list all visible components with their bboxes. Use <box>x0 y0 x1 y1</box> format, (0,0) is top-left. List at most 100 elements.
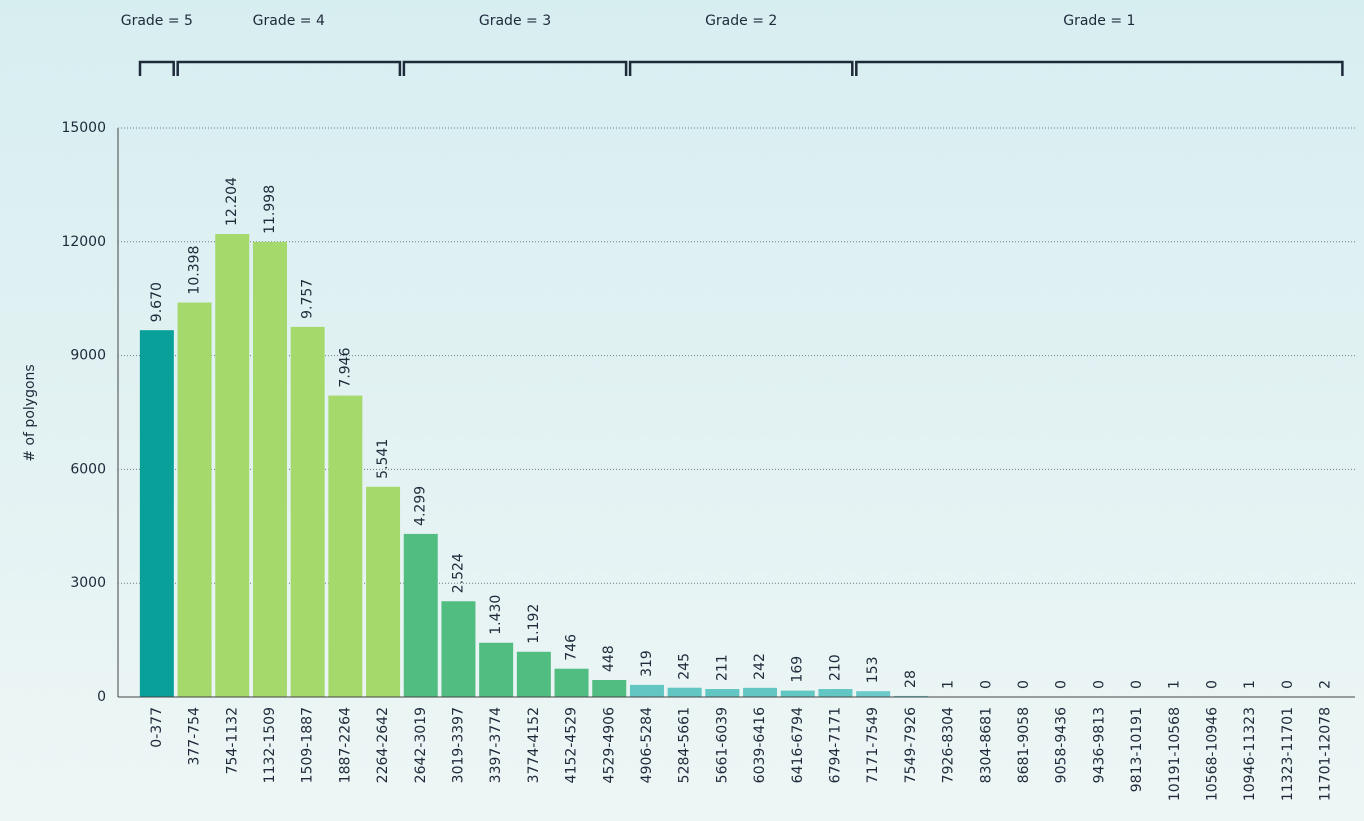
x-tick-label: 3019-3397 <box>450 707 466 783</box>
y-tick-label: 9000 <box>70 348 106 364</box>
x-tick-label: 6416-6794 <box>790 707 806 783</box>
value-label: 0 <box>1091 680 1107 689</box>
x-tick-label: 4906-5284 <box>639 707 655 783</box>
x-tick-label: 8681-9058 <box>1016 707 1032 783</box>
bar <box>139 330 174 697</box>
x-tick-label: 10946-11323 <box>1242 707 1258 801</box>
value-label: 1 <box>1167 680 1183 689</box>
bar <box>893 695 928 697</box>
value-label: 1 <box>941 680 957 689</box>
x-tick-label: 10568-10946 <box>1204 707 1220 801</box>
value-label: 9.670 <box>149 282 165 322</box>
bar <box>705 688 740 697</box>
y-tick-label: 6000 <box>70 461 106 477</box>
value-label: 1.192 <box>526 604 542 644</box>
x-tick-label: 2264-2642 <box>375 707 391 783</box>
value-label: 7.946 <box>337 347 353 387</box>
bar <box>403 533 438 697</box>
x-tick-label: 4152-4529 <box>564 707 580 783</box>
value-label: 245 <box>677 653 693 680</box>
bar <box>441 601 476 697</box>
bar <box>667 687 702 697</box>
grade-bracket <box>176 60 402 76</box>
value-label: 9.757 <box>300 279 316 319</box>
x-tick-label: 0-377 <box>149 707 165 748</box>
value-label: 0 <box>1280 680 1296 689</box>
grade-label: Grade = 1 <box>1063 13 1135 29</box>
x-tick-label: 1132-1509 <box>262 707 278 783</box>
x-tick-label: 5284-5661 <box>677 707 693 783</box>
grade-label: Grade = 5 <box>121 13 193 29</box>
value-label: 11.998 <box>262 185 278 234</box>
bar <box>516 651 551 697</box>
value-label: 242 <box>752 653 768 680</box>
value-label: 10.398 <box>187 246 203 295</box>
grade-label: Grade = 4 <box>253 13 325 29</box>
grade-bracket <box>855 60 1344 76</box>
value-label: 169 <box>790 656 806 683</box>
x-tick-label: 7926-8304 <box>941 707 957 783</box>
bar <box>780 690 815 697</box>
bar <box>554 668 589 697</box>
y-tick-label: 0 <box>97 689 106 705</box>
grade-bracket <box>402 60 628 76</box>
x-tick-label: 9058-9436 <box>1054 707 1070 783</box>
bar <box>856 691 891 697</box>
value-label: 211 <box>714 654 730 681</box>
bar <box>328 395 363 697</box>
value-label: 0 <box>978 680 994 689</box>
x-tick-label: 6039-6416 <box>752 707 768 783</box>
x-tick-label: 1887-2264 <box>337 707 353 783</box>
value-label: 0 <box>1204 680 1220 689</box>
y-axis-label: # of polygons <box>22 364 38 461</box>
value-label: 746 <box>564 634 580 661</box>
x-tick-label: 754-1132 <box>224 707 240 774</box>
x-tick-label: 9436-9813 <box>1091 707 1107 783</box>
value-label: 2 <box>1318 680 1334 689</box>
x-tick-label: 8304-8681 <box>978 707 994 783</box>
value-label: 28 <box>903 670 919 688</box>
x-tick-label: 1509-1887 <box>300 707 316 783</box>
value-label: 5.541 <box>375 439 391 479</box>
x-tick-label: 11323-11701 <box>1280 707 1296 801</box>
x-tick-label: 3774-4152 <box>526 707 542 783</box>
value-label: 4.299 <box>413 486 429 526</box>
value-label: 1.430 <box>488 595 504 635</box>
y-tick-label: 15000 <box>61 120 106 136</box>
grade-label: Grade = 3 <box>479 13 551 29</box>
x-tick-label: 6794-7171 <box>827 707 843 783</box>
x-tick-label: 2642-3019 <box>413 707 429 783</box>
bar <box>252 241 287 698</box>
x-tick-label: 7171-7549 <box>865 707 881 783</box>
y-tick-label: 12000 <box>61 234 106 250</box>
bar <box>743 687 778 697</box>
value-label: 0 <box>1129 680 1145 689</box>
value-label: 448 <box>601 645 617 672</box>
bar <box>818 689 853 697</box>
value-label: 1 <box>1242 680 1258 689</box>
grade-label: Grade = 2 <box>705 13 777 29</box>
bar <box>366 486 401 697</box>
bar <box>177 302 212 697</box>
x-tick-label: 377-754 <box>187 707 203 766</box>
value-label: 12.204 <box>224 177 240 226</box>
value-label: 210 <box>827 654 843 681</box>
x-tick-label: 5661-6039 <box>714 707 730 783</box>
value-label: 0 <box>1016 680 1032 689</box>
y-tick-label: 3000 <box>70 575 106 591</box>
bar <box>215 234 250 698</box>
x-tick-label: 9813-10191 <box>1129 707 1145 792</box>
x-tick-label: 7549-7926 <box>903 707 919 783</box>
bar <box>629 684 664 697</box>
value-label: 153 <box>865 656 881 683</box>
x-tick-label: 3397-3774 <box>488 707 504 783</box>
bar <box>592 680 627 697</box>
value-label: 2.524 <box>450 553 466 593</box>
value-label: 319 <box>639 650 655 677</box>
x-tick-label: 11701-12078 <box>1318 707 1334 801</box>
bar <box>479 642 514 697</box>
value-label: 0 <box>1054 680 1070 689</box>
grade-bracket <box>138 60 175 76</box>
x-tick-label: 10191-10568 <box>1167 707 1183 801</box>
